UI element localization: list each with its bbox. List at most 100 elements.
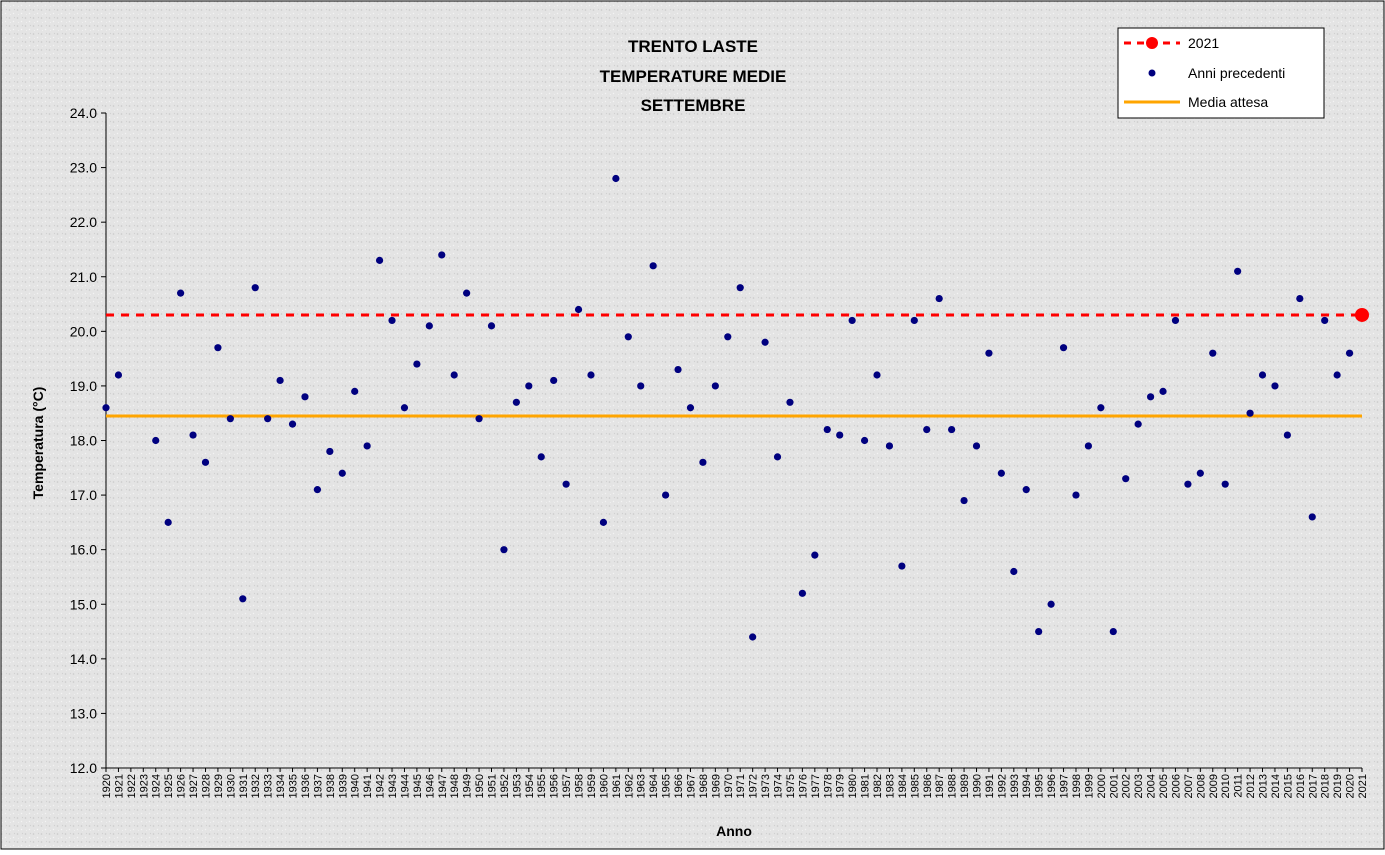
x-tick-label: 1923 (138, 774, 150, 798)
x-tick-label: 1936 (300, 774, 312, 798)
x-tick-label: 1971 (735, 774, 747, 798)
data-point (736, 284, 744, 292)
data-point (624, 333, 632, 341)
x-tick-label: 2014 (1270, 774, 1282, 798)
data-point (1171, 316, 1180, 325)
y-tick-label: 13.0 (70, 705, 97, 721)
x-tick-label: 2017 (1307, 774, 1319, 798)
x-tick-label: 1985 (909, 774, 921, 798)
x-tick-label: 1979 (835, 774, 847, 798)
legend-label-anni-precedenti: Anni precedenti (1188, 65, 1285, 81)
data-point (836, 431, 844, 439)
data-point (450, 371, 458, 379)
x-tick-label: 1940 (350, 774, 362, 798)
data-point (239, 595, 247, 603)
x-tick-label: 1924 (151, 774, 163, 798)
data-point (761, 338, 769, 346)
x-tick-label: 1978 (822, 774, 834, 798)
x-tick-label: 1975 (785, 774, 797, 798)
x-tick-label: 1990 (971, 774, 983, 798)
data-point (226, 415, 234, 423)
data-point (1134, 420, 1142, 428)
x-tick-label: 1929 (213, 774, 225, 798)
x-tick-label: 1961 (611, 774, 623, 798)
x-tick-label: 1952 (499, 774, 511, 798)
x-tick-label: 2007 (1183, 774, 1195, 798)
data-point (288, 420, 297, 428)
data-point (1146, 393, 1155, 401)
data-point (811, 551, 819, 559)
x-tick-label: 1968 (698, 774, 710, 798)
data-point (711, 382, 719, 390)
x-tick-label: 1943 (387, 774, 399, 798)
data-point (525, 382, 533, 390)
x-tick-label: 2011 (1233, 774, 1245, 798)
data-point (114, 371, 123, 379)
data-point (649, 262, 657, 270)
x-tick-label: 2008 (1195, 774, 1207, 798)
x-tick-label: 2009 (1208, 774, 1220, 798)
x-tick-label: 1953 (511, 774, 523, 798)
data-point (860, 436, 869, 445)
data-point (562, 480, 570, 488)
y-tick-label: 18.0 (70, 433, 97, 449)
x-tick-label: 1982 (872, 774, 884, 798)
data-point (512, 398, 520, 406)
y-tick-label: 17.0 (70, 487, 97, 503)
x-tick-label: 1942 (375, 774, 387, 798)
chart-title-line-1: TRENTO LASTE (628, 37, 758, 56)
data-point (201, 458, 210, 466)
x-axis-label: Anno (716, 823, 752, 839)
data-point (1184, 480, 1192, 488)
data-point (413, 360, 421, 368)
y-tick-label: 21.0 (70, 269, 97, 285)
data-point (338, 469, 346, 477)
x-tick-label: 1980 (847, 774, 859, 798)
x-tick-label: 1970 (723, 774, 735, 798)
data-point (1296, 294, 1304, 303)
y-tick-label: 19.0 (70, 378, 97, 394)
x-tick-label: 1925 (163, 774, 175, 798)
x-tick-label: 1960 (598, 774, 610, 798)
x-tick-label: 1987 (934, 774, 946, 798)
y-axis-label: Temperatura (°C) (30, 387, 46, 500)
x-tick-label: 2016 (1295, 774, 1307, 798)
data-point (960, 496, 968, 505)
x-tick-label: 1969 (710, 774, 722, 798)
x-tick-label: 1966 (673, 774, 685, 798)
data-point (1283, 431, 1291, 439)
data-point (873, 371, 881, 379)
x-tick-label: 1973 (760, 774, 772, 798)
data-point (1271, 382, 1279, 390)
x-tick-label: 1988 (947, 774, 959, 798)
x-tick-label: 1977 (810, 774, 822, 798)
x-tick-label: 2000 (1096, 774, 1108, 798)
data-point (1258, 371, 1267, 379)
data-point (1196, 469, 1204, 477)
x-tick-label: 2006 (1170, 774, 1182, 798)
x-tick-label: 1937 (312, 774, 324, 798)
x-tick-label: 1956 (549, 774, 561, 798)
data-point (749, 633, 757, 641)
series-layer (102, 174, 1369, 641)
chart-title-line-2: TEMPERATURE MEDIE (600, 67, 787, 86)
data-point (177, 289, 185, 297)
data-point (363, 442, 371, 450)
data-point (848, 316, 856, 325)
data-point (1159, 387, 1167, 395)
x-tick-label: 1921 (113, 774, 125, 798)
data-point (463, 289, 471, 297)
data-point (214, 344, 222, 352)
data-point (487, 322, 496, 330)
data-point (301, 393, 309, 401)
data-point (438, 251, 446, 259)
x-tick-label: 1931 (238, 774, 250, 798)
x-tick-label: 1933 (263, 774, 275, 798)
data-point (164, 518, 172, 526)
x-tick-label: 2002 (1121, 774, 1133, 798)
x-tick-label: 1996 (1046, 774, 1058, 798)
y-tick-label: 23.0 (70, 160, 97, 176)
x-tick-label: 1976 (797, 774, 809, 798)
x-tick-label: 1938 (325, 774, 337, 798)
x-tick-label: 2015 (1282, 774, 1294, 798)
